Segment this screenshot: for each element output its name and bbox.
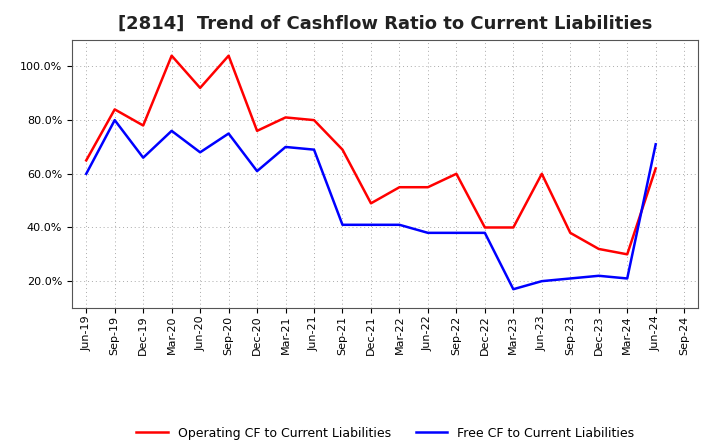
Free CF to Current Liabilities [509, 286, 518, 292]
Operating CF to Current Liabilities [537, 171, 546, 176]
Free CF to Current Liabilities [282, 144, 290, 150]
Free CF to Current Liabilities [652, 142, 660, 147]
Operating CF to Current Liabilities [509, 225, 518, 230]
Free CF to Current Liabilities [139, 155, 148, 160]
Free CF to Current Liabilities [395, 222, 404, 227]
Free CF to Current Liabilities [566, 276, 575, 281]
Free CF to Current Liabilities [537, 279, 546, 284]
Operating CF to Current Liabilities [110, 107, 119, 112]
Operating CF to Current Liabilities [282, 115, 290, 120]
Free CF to Current Liabilities [623, 276, 631, 281]
Operating CF to Current Liabilities [196, 85, 204, 91]
Free CF to Current Liabilities [225, 131, 233, 136]
Operating CF to Current Liabilities [595, 246, 603, 252]
Operating CF to Current Liabilities [423, 184, 432, 190]
Free CF to Current Liabilities [595, 273, 603, 279]
Title: [2814]  Trend of Cashflow Ratio to Current Liabilities: [2814] Trend of Cashflow Ratio to Curren… [118, 15, 652, 33]
Free CF to Current Liabilities [423, 230, 432, 235]
Free CF to Current Liabilities [452, 230, 461, 235]
Operating CF to Current Liabilities [395, 184, 404, 190]
Line: Operating CF to Current Liabilities: Operating CF to Current Liabilities [86, 56, 656, 254]
Line: Free CF to Current Liabilities: Free CF to Current Liabilities [86, 120, 656, 289]
Operating CF to Current Liabilities [652, 166, 660, 171]
Operating CF to Current Liabilities [310, 117, 318, 123]
Operating CF to Current Liabilities [480, 225, 489, 230]
Operating CF to Current Liabilities [139, 123, 148, 128]
Free CF to Current Liabilities [338, 222, 347, 227]
Operating CF to Current Liabilities [452, 171, 461, 176]
Operating CF to Current Liabilities [82, 158, 91, 163]
Free CF to Current Liabilities [480, 230, 489, 235]
Free CF to Current Liabilities [110, 117, 119, 123]
Operating CF to Current Liabilities [366, 201, 375, 206]
Operating CF to Current Liabilities [566, 230, 575, 235]
Free CF to Current Liabilities [310, 147, 318, 152]
Free CF to Current Liabilities [196, 150, 204, 155]
Operating CF to Current Liabilities [253, 128, 261, 133]
Operating CF to Current Liabilities [623, 252, 631, 257]
Operating CF to Current Liabilities [338, 147, 347, 152]
Free CF to Current Liabilities [167, 128, 176, 133]
Operating CF to Current Liabilities [225, 53, 233, 59]
Free CF to Current Liabilities [366, 222, 375, 227]
Free CF to Current Liabilities [253, 169, 261, 174]
Operating CF to Current Liabilities [167, 53, 176, 59]
Free CF to Current Liabilities [82, 171, 91, 176]
Legend: Operating CF to Current Liabilities, Free CF to Current Liabilities: Operating CF to Current Liabilities, Fre… [136, 427, 634, 440]
